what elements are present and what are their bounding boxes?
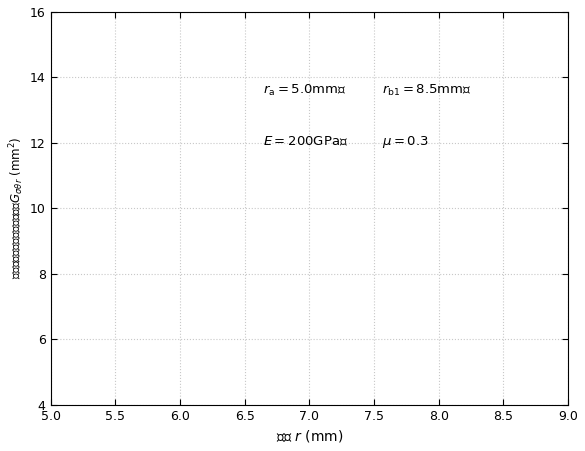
- X-axis label: 半径 $r$ (mm): 半径 $r$ (mm): [276, 428, 343, 444]
- Text: $r_{\rm a}=5.0{\rm mm}$；: $r_{\rm a}=5.0{\rm mm}$；: [263, 83, 346, 98]
- Text: $E=200{\rm GPa}$；: $E=200{\rm GPa}$；: [263, 135, 348, 148]
- Y-axis label: 非等构叠加阀片周向应力系数$G_{\sigma\theta r}$ (mm$^2$): 非等构叠加阀片周向应力系数$G_{\sigma\theta r}$ (mm$^2…: [7, 137, 26, 280]
- Text: $\mu=0.3$: $\mu=0.3$: [382, 133, 429, 150]
- Text: $r_{\rm b1}=8.5{\rm mm}$；: $r_{\rm b1}=8.5{\rm mm}$；: [382, 83, 472, 98]
